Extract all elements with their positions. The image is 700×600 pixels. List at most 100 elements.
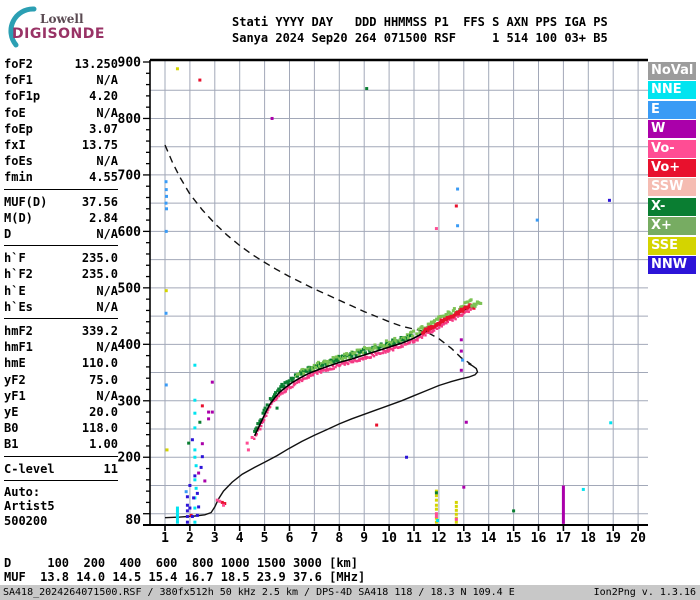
legend-item-nne: NNE	[648, 81, 696, 100]
param-label: B0	[4, 421, 19, 436]
svg-text:300: 300	[118, 394, 142, 409]
param-row-fof2: foF2 13.250	[4, 56, 118, 72]
legend-item-w: W	[648, 120, 696, 139]
param-row-he: h`E N/A	[4, 283, 118, 299]
svg-text:500: 500	[118, 281, 142, 296]
header-field-values: Sanya 2024 Sep20 264 071500 RSF 1 514 10…	[232, 31, 608, 45]
param-value: 13.75	[81, 138, 118, 153]
panel-divider	[4, 188, 118, 190]
svg-text:200: 200	[118, 451, 142, 466]
svg-text:800: 800	[118, 112, 142, 127]
param-value: 13.250	[74, 57, 118, 71]
param-label: foE	[4, 105, 26, 120]
legend-item-x: X+	[648, 217, 696, 236]
svg-text:19: 19	[605, 531, 621, 546]
logo-digisonde-text: DIGISONDE	[12, 26, 105, 42]
logo-arc-icon	[8, 6, 37, 48]
autoscaling-info: Auto:	[4, 484, 41, 499]
svg-text:700: 700	[118, 168, 142, 183]
distance-row: D 100 200 400 600 800 1000 1500 3000 [km…	[4, 556, 359, 570]
param-label: C-level	[4, 461, 55, 476]
file-info-text: SA418_2024264071500.RSF / 380fx512h 50 k…	[3, 587, 515, 598]
param-label: yE	[4, 405, 19, 420]
param-row-b0: B0 118.0	[4, 420, 118, 436]
grid-lines	[150, 61, 648, 525]
scaled-parameters-panel: foF2 13.250 foF1 N/A foF1p 4.20 foE N/A foEp 3.07…	[4, 56, 118, 528]
param-value: N/A	[96, 105, 118, 120]
param-row-foe: foE N/A	[4, 105, 118, 121]
legend-item-sse: SSE	[648, 236, 696, 255]
svg-text:80: 80	[125, 513, 141, 528]
svg-text:4: 4	[236, 531, 244, 546]
param-row-hf: h`F 235.0	[4, 250, 118, 266]
param-label: foF1p	[4, 89, 41, 104]
param-value: 118.0	[81, 421, 118, 436]
header-field-names: Stati YYYY DAY DDD HHMMSS P1 FFS S AXN P…	[232, 15, 608, 29]
digisonde-logo: Lowell DIGISONDE	[4, 4, 134, 48]
param-row-hmf1: hmF1 N/A	[4, 339, 118, 355]
param-row-fof1p: foF1p 4.20	[4, 88, 118, 104]
param-value: N/A	[96, 388, 118, 403]
param-value: 37.56	[81, 194, 118, 209]
param-value: 20.0	[89, 405, 118, 420]
param-label: yF2	[4, 372, 26, 387]
param-value: N/A	[96, 299, 118, 314]
param-row-foep: foEp 3.07	[4, 121, 118, 137]
svg-text:10: 10	[381, 531, 397, 546]
logo-lowell-text: Lowell	[40, 12, 84, 26]
param-value: 339.2	[81, 324, 118, 339]
param-row-md: M(D) 2.84	[4, 210, 118, 226]
param-value: 110.0	[81, 356, 118, 371]
param-value: 2.84	[89, 210, 118, 225]
param-row-mufd: MUF(D) 37.56	[4, 194, 118, 210]
param-label: M(D)	[4, 210, 33, 225]
param-value: 235.0	[81, 251, 118, 266]
param-row-fof1: foF1 N/A	[4, 72, 118, 88]
legend-item-ssw: SSW	[648, 178, 696, 197]
panel-divider	[4, 455, 118, 457]
param-label: foEs	[4, 154, 33, 169]
svg-text:3: 3	[211, 531, 219, 546]
param-value: N/A	[96, 73, 118, 88]
param-value: N/A	[96, 283, 118, 298]
svg-text:7: 7	[310, 531, 318, 546]
param-row-yf1: yF1 N/A	[4, 388, 118, 404]
param-label: fmin	[4, 170, 33, 185]
param-row-b1: B1 1.00	[4, 436, 118, 452]
panel-divider	[4, 245, 118, 247]
param-row-foes: foEs N/A	[4, 153, 118, 169]
legend-item-vo: Vo-	[648, 139, 696, 158]
param-row-hmf2: hmF2 339.2	[4, 323, 118, 339]
muf-distance-table: D 100 200 400 600 800 1000 1500 3000 [km…	[4, 556, 366, 584]
svg-text:600: 600	[118, 225, 142, 240]
svg-text:1: 1	[161, 531, 169, 546]
param-value: 11	[103, 461, 118, 476]
autoscaling-info: Artist5	[4, 499, 55, 514]
param-label: yF1	[4, 388, 26, 403]
svg-text:15: 15	[506, 531, 522, 546]
legend-item-noval: NoVal	[648, 62, 696, 80]
param-row-yf2: yF2 75.0	[4, 372, 118, 388]
param-label: h`F	[4, 251, 26, 266]
svg-text:9: 9	[360, 531, 368, 546]
svg-text:11: 11	[406, 531, 422, 546]
svg-text:18: 18	[580, 531, 596, 546]
param-label: hmE	[4, 356, 26, 371]
panel-divider	[4, 479, 118, 481]
measurement-header: Stati YYYY DAY DDD HHMMSS P1 FFS S AXN P…	[232, 14, 608, 46]
param-label: h`E	[4, 283, 26, 298]
param-row-ye: yE 20.0	[4, 404, 118, 420]
param-row-hme: hmE 110.0	[4, 355, 118, 371]
param-row-hes: h`Es N/A	[4, 299, 118, 315]
param-label: foEp	[4, 121, 33, 136]
svg-text:900: 900	[118, 56, 142, 71]
svg-text:2: 2	[186, 531, 194, 546]
param-value: N/A	[96, 340, 118, 355]
param-value: 1.00	[89, 437, 118, 452]
param-label: fxI	[4, 138, 26, 153]
param-value: 3.07	[89, 121, 118, 136]
param-label: foF2	[4, 57, 33, 71]
status-bar: SA418_2024264071500.RSF / 380fx512h 50 k…	[0, 585, 700, 600]
muf-row: MUF 13.8 14.0 14.5 15.4 16.7 18.5 23.9 3…	[4, 569, 366, 584]
